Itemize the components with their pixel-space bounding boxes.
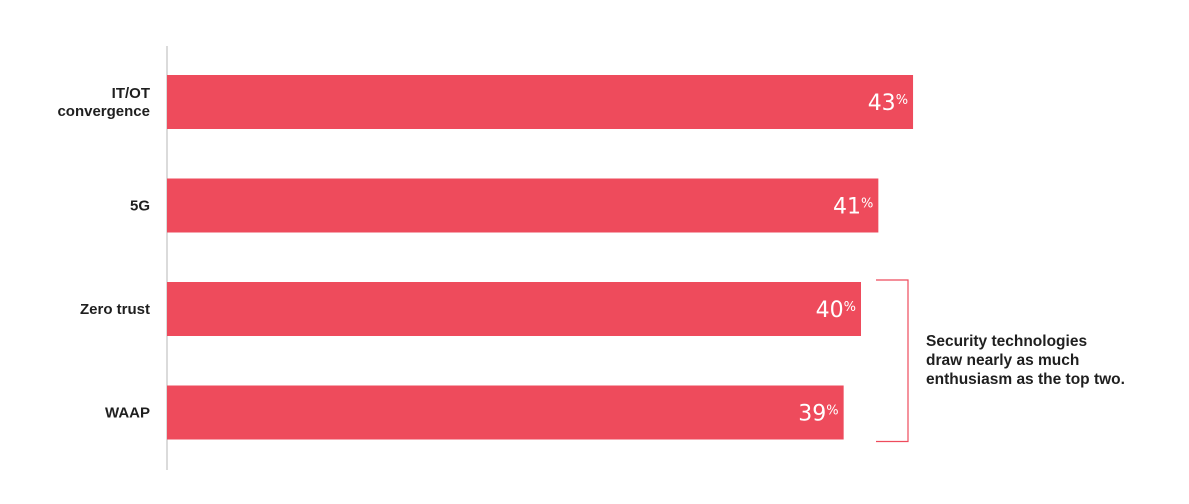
category-label: 5G xyxy=(130,198,150,215)
bar xyxy=(167,75,914,129)
bar-value-label: 41% xyxy=(833,195,873,220)
bar xyxy=(167,282,861,336)
annotation-bracket xyxy=(876,279,909,443)
bar-value-label: 40% xyxy=(816,298,856,323)
category-label: IT/OT convergence xyxy=(57,85,150,120)
bar-value-label: 43% xyxy=(868,91,908,116)
annotation-text: Security technologies draw nearly as much… xyxy=(926,333,1125,388)
category-label: WAAP xyxy=(105,405,150,422)
bar xyxy=(167,385,844,440)
category-label: Zero trust xyxy=(80,301,150,318)
bar-value-label: 39% xyxy=(798,402,838,427)
bar xyxy=(167,178,879,233)
